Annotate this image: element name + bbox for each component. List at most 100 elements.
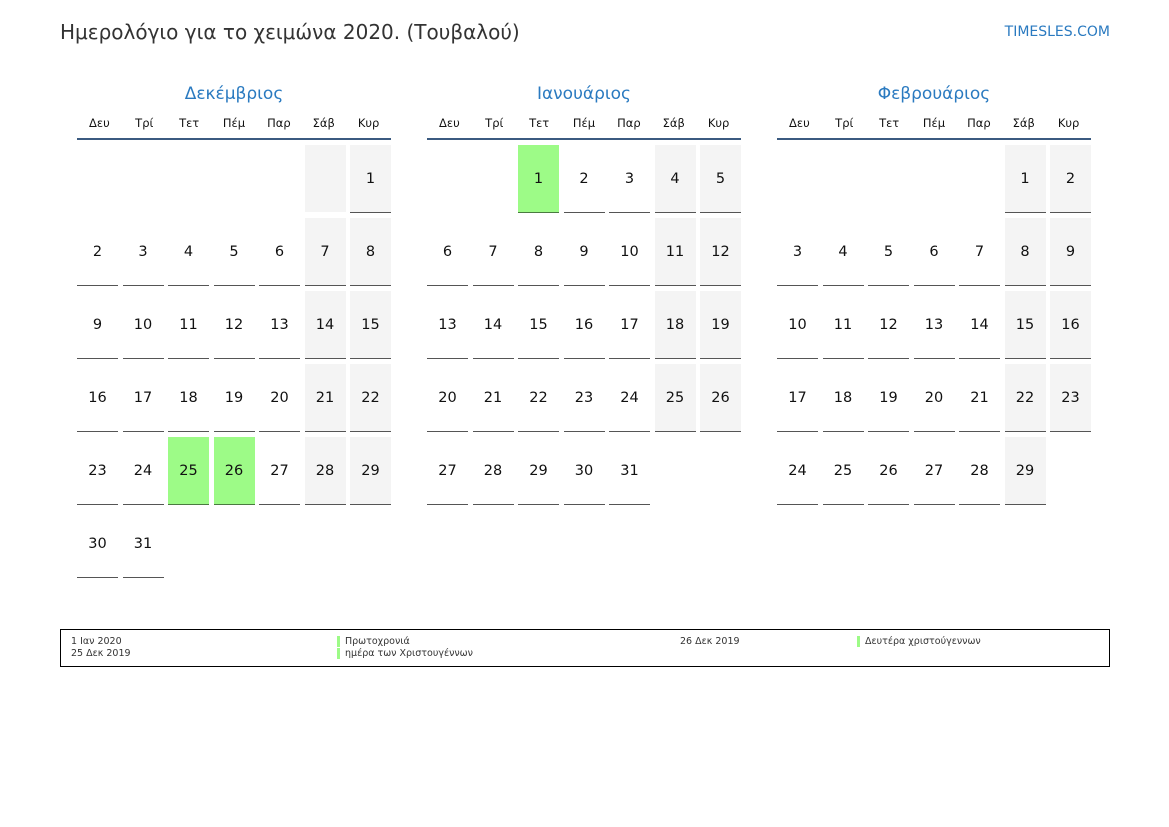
day-cell[interactable]: 2 bbox=[77, 218, 118, 286]
day-cell[interactable]: 25 bbox=[822, 437, 864, 505]
day-cell[interactable]: 9 bbox=[77, 291, 118, 359]
holiday-day-cell[interactable]: 1 bbox=[518, 145, 559, 213]
day-cell[interactable]: 7 bbox=[959, 218, 1000, 286]
day-cell[interactable]: 14 bbox=[304, 291, 346, 359]
day-cell[interactable]: 30 bbox=[77, 510, 118, 578]
day-cell[interactable]: 18 bbox=[654, 291, 696, 359]
legend-holiday: ημέρα των Χριστουγέννων bbox=[337, 648, 473, 659]
day-cell[interactable]: 28 bbox=[959, 437, 1000, 505]
day-cell[interactable]: 19 bbox=[700, 291, 741, 359]
day-cell[interactable]: 14 bbox=[959, 291, 1000, 359]
weekday-label: Πέμ bbox=[222, 116, 246, 130]
empty-cell bbox=[259, 145, 300, 212]
day-cell[interactable]: 6 bbox=[427, 218, 468, 286]
day-cell[interactable]: 23 bbox=[563, 364, 605, 432]
day-cell[interactable]: 20 bbox=[427, 364, 468, 432]
day-cell[interactable]: 4 bbox=[168, 218, 209, 286]
day-cell[interactable]: 22 bbox=[518, 364, 559, 432]
day-cell[interactable]: 16 bbox=[563, 291, 605, 359]
day-cell[interactable]: 3 bbox=[777, 218, 818, 286]
day-cell[interactable]: 2 bbox=[563, 145, 605, 213]
day-cell[interactable]: 18 bbox=[168, 364, 209, 432]
day-cell[interactable]: 5 bbox=[213, 218, 255, 286]
day-cell[interactable]: 29 bbox=[1004, 437, 1046, 505]
day-cell[interactable]: 16 bbox=[77, 364, 118, 432]
day-cell[interactable]: 27 bbox=[913, 437, 955, 505]
day-cell[interactable]: 28 bbox=[304, 437, 346, 505]
day-cell[interactable]: 4 bbox=[822, 218, 864, 286]
day-cell[interactable]: 17 bbox=[777, 364, 818, 432]
day-cell[interactable]: 11 bbox=[822, 291, 864, 359]
day-cell[interactable]: 13 bbox=[427, 291, 468, 359]
day-cell[interactable]: 12 bbox=[213, 291, 255, 359]
holiday-day-cell[interactable]: 25 bbox=[168, 437, 209, 505]
day-cell[interactable]: 17 bbox=[122, 364, 164, 432]
day-cell[interactable]: 27 bbox=[427, 437, 468, 505]
day-cell[interactable]: 11 bbox=[654, 218, 696, 286]
day-cell[interactable]: 4 bbox=[654, 145, 696, 213]
day-cell[interactable]: 15 bbox=[518, 291, 559, 359]
day-cell[interactable]: 20 bbox=[913, 364, 955, 432]
day-cell[interactable]: 5 bbox=[868, 218, 909, 286]
day-cell[interactable]: 23 bbox=[77, 437, 118, 505]
holiday-day-cell[interactable]: 26 bbox=[213, 437, 255, 505]
day-cell[interactable]: 21 bbox=[304, 364, 346, 432]
day-cell[interactable]: 26 bbox=[700, 364, 741, 432]
day-cell[interactable]: 21 bbox=[472, 364, 514, 432]
day-cell[interactable]: 8 bbox=[1004, 218, 1046, 286]
legend-date: 26 Δεκ 2019 bbox=[680, 636, 740, 647]
day-cell[interactable]: 26 bbox=[868, 437, 909, 505]
day-cell[interactable]: 31 bbox=[122, 510, 164, 578]
day-cell[interactable]: 13 bbox=[913, 291, 955, 359]
day-cell[interactable]: 22 bbox=[350, 364, 391, 432]
day-grid: 1 2 3 4 5 6 7 8 9 10 11 12 13 14 15 16 17 18 19 20 21 22 23 24 2… bbox=[77, 145, 391, 578]
day-cell[interactable]: 24 bbox=[122, 437, 164, 505]
day-cell[interactable]: 3 bbox=[609, 145, 650, 213]
day-cell[interactable]: 24 bbox=[777, 437, 818, 505]
day-cell[interactable]: 6 bbox=[259, 218, 300, 286]
day-cell[interactable]: 12 bbox=[700, 218, 741, 286]
day-cell[interactable]: 20 bbox=[259, 364, 300, 432]
day-cell[interactable]: 8 bbox=[518, 218, 559, 286]
day-cell[interactable]: 13 bbox=[259, 291, 300, 359]
day-cell[interactable]: 10 bbox=[777, 291, 818, 359]
day-cell[interactable]: 10 bbox=[122, 291, 164, 359]
day-cell[interactable]: 15 bbox=[350, 291, 391, 359]
day-cell[interactable]: 1 bbox=[1004, 145, 1046, 213]
day-cell[interactable]: 14 bbox=[472, 291, 514, 359]
day-cell[interactable]: 9 bbox=[1050, 218, 1091, 286]
day-cell[interactable]: 21 bbox=[959, 364, 1000, 432]
day-cell[interactable]: 5 bbox=[700, 145, 741, 213]
day-cell[interactable]: 24 bbox=[609, 364, 650, 432]
day-cell[interactable]: 12 bbox=[868, 291, 909, 359]
day-cell[interactable]: 7 bbox=[472, 218, 514, 286]
day-cell[interactable]: 25 bbox=[654, 364, 696, 432]
day-cell[interactable]: 8 bbox=[350, 218, 391, 286]
day-cell[interactable]: 17 bbox=[609, 291, 650, 359]
day-cell[interactable]: 1 bbox=[350, 145, 391, 213]
day-cell[interactable]: 22 bbox=[1004, 364, 1046, 432]
day-cell[interactable]: 31 bbox=[609, 437, 650, 505]
day-cell[interactable]: 3 bbox=[122, 218, 164, 286]
day-cell[interactable]: 16 bbox=[1050, 291, 1091, 359]
day-cell[interactable]: 30 bbox=[563, 437, 605, 505]
month-name: Φεβρουάριος bbox=[877, 84, 991, 104]
weekday-label: Παρ bbox=[267, 116, 291, 130]
day-cell[interactable]: 29 bbox=[518, 437, 559, 505]
day-cell[interactable]: 27 bbox=[259, 437, 300, 505]
day-cell[interactable]: 23 bbox=[1050, 364, 1091, 432]
day-cell[interactable]: 15 bbox=[1004, 291, 1046, 359]
day-cell[interactable]: 2 bbox=[1050, 145, 1091, 213]
day-cell[interactable]: 19 bbox=[868, 364, 909, 432]
site-link[interactable]: TIMESLES.COM bbox=[1004, 24, 1110, 40]
day-cell[interactable]: 9 bbox=[563, 218, 605, 286]
day-cell[interactable]: 10 bbox=[609, 218, 650, 286]
day-cell[interactable]: 6 bbox=[913, 218, 955, 286]
day-cell[interactable]: 29 bbox=[350, 437, 391, 505]
weekday-label: Παρ bbox=[967, 116, 991, 130]
day-cell[interactable]: 11 bbox=[168, 291, 209, 359]
day-cell[interactable]: 18 bbox=[822, 364, 864, 432]
day-cell[interactable]: 19 bbox=[213, 364, 255, 432]
day-cell[interactable]: 7 bbox=[304, 218, 346, 286]
day-cell[interactable]: 28 bbox=[472, 437, 514, 505]
